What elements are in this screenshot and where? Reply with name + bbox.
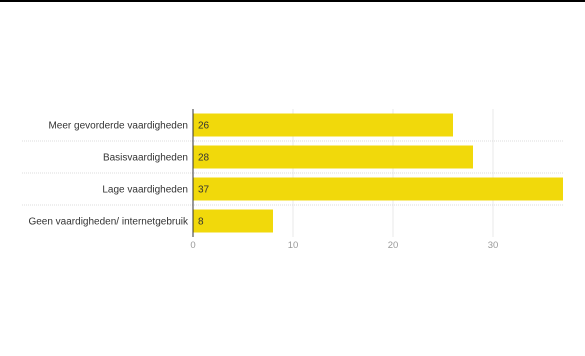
- data-label-0: 26: [198, 121, 210, 132]
- category-label-3: Geen vaardigheden/ internetgebruik: [28, 217, 189, 228]
- category-label-0: Meer gevorderde vaardigheden: [48, 121, 188, 132]
- category-label-1: Basisvaardigheden: [103, 153, 188, 164]
- bar-1: [193, 145, 473, 169]
- data-label-2: 37: [198, 185, 210, 196]
- category-label-2: Lage vaardigheden: [102, 185, 188, 196]
- tick-label-30: 30: [488, 240, 499, 251]
- tick-label-10: 10: [288, 240, 299, 251]
- tick-label-20: 20: [388, 240, 399, 251]
- row-separators: [22, 140, 563, 206]
- bar-2: [193, 177, 563, 201]
- labels: 0 10 20 30 Meer gevorderde vaardigheden 26 Bas…: [28, 121, 498, 252]
- top-border: [0, 0, 585, 2]
- tick-label-0: 0: [190, 240, 195, 251]
- data-label-1: 28: [198, 153, 210, 164]
- bar-0: [193, 113, 453, 137]
- bars: [193, 113, 563, 233]
- data-label-3: 8: [198, 217, 204, 228]
- bar-3: [193, 209, 273, 233]
